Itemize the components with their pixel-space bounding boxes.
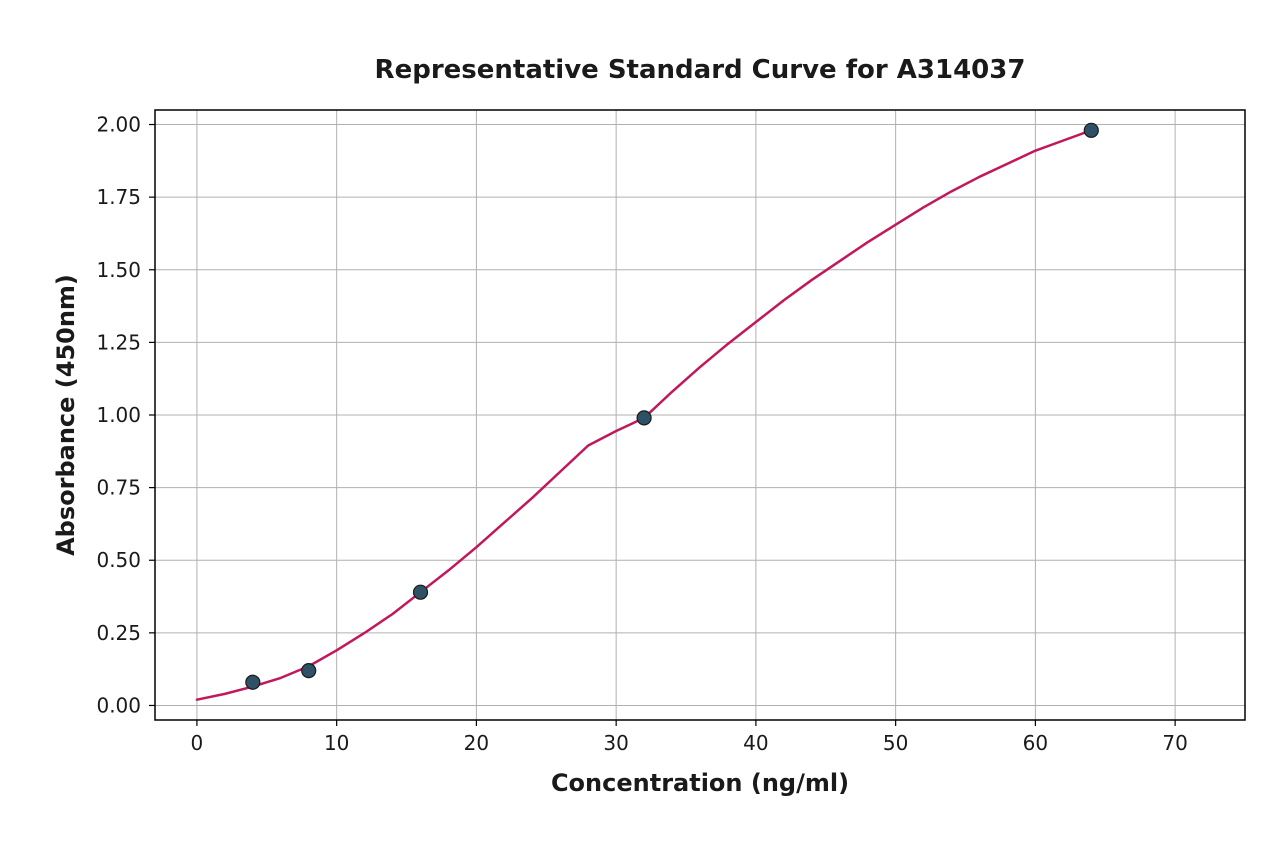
y-tick-label: 1.25 xyxy=(96,330,141,354)
x-tick-label: 30 xyxy=(603,731,628,755)
y-axis-label: Absorbance (450nm) xyxy=(52,274,80,556)
chart-svg: 0 10 20 30 40 50 60 70 0.00 0.25 0.50 0.75 1.00 1.25 1… xyxy=(0,0,1280,845)
y-tick-label: 2.00 xyxy=(96,113,141,137)
data-point xyxy=(637,411,651,425)
x-tick-label: 40 xyxy=(743,731,768,755)
x-axis-label: Concentration (ng/ml) xyxy=(551,769,849,797)
y-tick-label: 0.75 xyxy=(96,476,141,500)
x-tick-label: 70 xyxy=(1162,731,1187,755)
y-tick-label: 0.50 xyxy=(96,548,141,572)
x-tick-label: 10 xyxy=(324,731,349,755)
chart-title: Representative Standard Curve for A31403… xyxy=(375,55,1026,85)
x-tick-label: 60 xyxy=(1023,731,1048,755)
data-point xyxy=(302,664,316,678)
y-tick-label: 0.00 xyxy=(96,693,141,717)
y-tick-label: 0.25 xyxy=(96,621,141,645)
data-point xyxy=(414,585,428,599)
y-tick-label: 1.00 xyxy=(96,403,141,427)
data-point xyxy=(246,675,260,689)
x-tick-label: 50 xyxy=(883,731,908,755)
y-tick-label: 1.75 xyxy=(96,185,141,209)
x-tick-label: 0 xyxy=(191,731,204,755)
x-tick-label: 20 xyxy=(464,731,489,755)
y-tick-label: 1.50 xyxy=(96,258,141,282)
data-point xyxy=(1084,123,1098,137)
chart-container: 0 10 20 30 40 50 60 70 0.00 0.25 0.50 0.75 1.00 1.25 1… xyxy=(0,0,1280,845)
